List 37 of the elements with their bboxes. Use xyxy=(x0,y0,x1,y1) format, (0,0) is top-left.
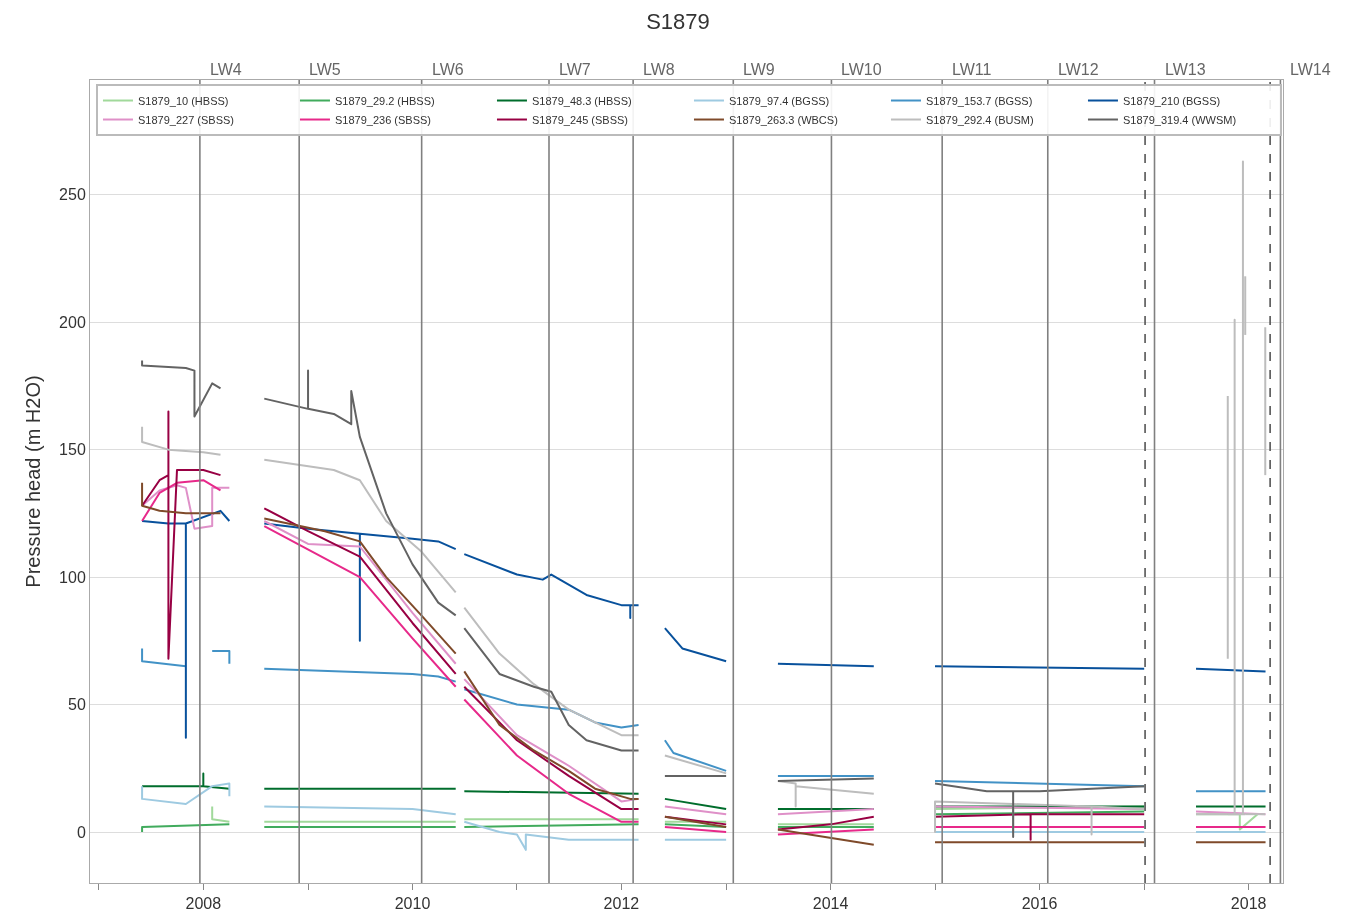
y-tick-label: 0 xyxy=(76,823,86,841)
legend-label: S1879_29.2 (HBSS) xyxy=(334,94,435,107)
ref-line-label: LW14 xyxy=(1290,61,1331,78)
legend-label: S1879_48.3 (HBSS) xyxy=(531,94,632,107)
legend-label: S1879_227 (SBSS) xyxy=(137,113,234,126)
x-tick-label: 2012 xyxy=(603,895,640,913)
y-tick-label: 200 xyxy=(59,313,86,331)
legend-label: S1879_97.4 (BGSS) xyxy=(728,94,830,107)
chart-title: S1879 xyxy=(646,9,710,35)
legend-label: S1879_153.7 (BGSS) xyxy=(925,94,1033,107)
legend-label: S1879_263.3 (WBCS) xyxy=(728,113,838,126)
ref-line-label: LW13 xyxy=(1165,61,1206,78)
y-tick-label: 50 xyxy=(68,696,86,714)
legend-label: S1879_10 (HBSS) xyxy=(137,94,229,107)
ref-line-label: LW12 xyxy=(1058,61,1099,78)
x-tick-label: 2018 xyxy=(1230,895,1267,913)
y-tick-label: 150 xyxy=(59,441,86,459)
ref-line-label: LW11 xyxy=(952,61,992,78)
x-tick-label: 2008 xyxy=(185,895,222,913)
ref-line-label: LW8 xyxy=(643,61,675,78)
ref-line-label: LW4 xyxy=(210,61,242,78)
y-axis-title: Pressure head (m H2O) xyxy=(22,375,44,588)
x-tick-label: 2016 xyxy=(1021,895,1058,913)
ref-line-label: LW6 xyxy=(432,61,464,78)
ref-line-label: LW10 xyxy=(841,61,882,78)
legend-label: S1879_236 (SBSS) xyxy=(334,113,431,126)
y-tick-label: 100 xyxy=(59,568,86,586)
legend-label: S1879_245 (SBSS) xyxy=(531,113,628,126)
legend-label: S1879_319.4 (WWSM) xyxy=(1122,113,1237,126)
y-tick-label: 250 xyxy=(59,186,86,204)
ref-line-label: LW5 xyxy=(309,61,341,78)
legend-label: S1879_292.4 (BUSM) xyxy=(925,113,1034,126)
legend-label: S1879_210 (BGSS) xyxy=(1122,94,1221,107)
ref-line-label: LW9 xyxy=(743,61,775,78)
ref-line-label: LW7 xyxy=(559,61,591,78)
x-tick-label: 2010 xyxy=(394,895,431,913)
x-tick-label: 2014 xyxy=(812,895,849,913)
